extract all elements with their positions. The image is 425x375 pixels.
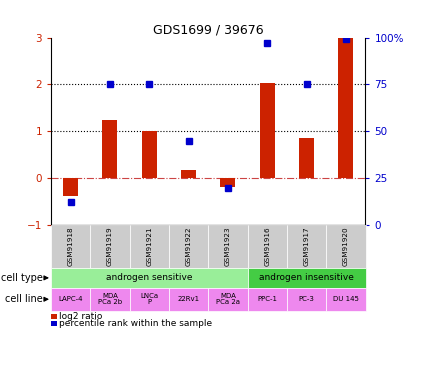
Text: GSM91920: GSM91920 bbox=[343, 227, 349, 266]
Bar bbox=[51, 288, 90, 311]
Bar bbox=[287, 288, 326, 311]
Bar bbox=[208, 288, 247, 311]
Bar bbox=[51, 321, 57, 326]
Text: androgen insensitive: androgen insensitive bbox=[259, 273, 354, 282]
Bar bbox=[299, 138, 314, 178]
Text: GSM91918: GSM91918 bbox=[68, 227, 74, 266]
Bar bbox=[51, 314, 57, 319]
Text: GSM91916: GSM91916 bbox=[264, 227, 270, 266]
Text: log2 ratio: log2 ratio bbox=[59, 312, 102, 321]
Bar bbox=[287, 225, 326, 268]
Text: GSM91917: GSM91917 bbox=[303, 227, 309, 266]
Text: androgen sensitive: androgen sensitive bbox=[106, 273, 193, 282]
Bar bbox=[142, 131, 157, 178]
Bar bbox=[247, 225, 287, 268]
Bar bbox=[63, 178, 78, 196]
Text: cell line: cell line bbox=[5, 294, 42, 304]
Bar bbox=[90, 288, 130, 311]
Bar bbox=[102, 120, 117, 178]
Bar bbox=[208, 225, 247, 268]
Text: LNCa
P: LNCa P bbox=[140, 293, 159, 306]
Bar bbox=[247, 268, 366, 288]
Bar bbox=[51, 225, 90, 268]
Bar bbox=[51, 268, 247, 288]
Bar bbox=[247, 288, 287, 311]
Bar bbox=[326, 288, 366, 311]
Bar bbox=[130, 225, 169, 268]
Text: MDA
PCa 2b: MDA PCa 2b bbox=[98, 293, 122, 306]
Text: PC-3: PC-3 bbox=[299, 296, 314, 302]
Text: LAPC-4: LAPC-4 bbox=[58, 296, 83, 302]
Title: GDS1699 / 39676: GDS1699 / 39676 bbox=[153, 23, 264, 36]
Bar bbox=[169, 288, 208, 311]
Text: PPC-1: PPC-1 bbox=[257, 296, 277, 302]
Text: DU 145: DU 145 bbox=[333, 296, 359, 302]
Bar bbox=[169, 225, 208, 268]
Bar bbox=[130, 288, 169, 311]
Bar bbox=[181, 170, 196, 178]
Text: 22Rv1: 22Rv1 bbox=[178, 296, 200, 302]
Text: GSM91923: GSM91923 bbox=[225, 227, 231, 266]
Text: percentile rank within the sample: percentile rank within the sample bbox=[59, 318, 212, 328]
Text: GSM91919: GSM91919 bbox=[107, 227, 113, 266]
Bar bbox=[90, 225, 130, 268]
Bar bbox=[260, 84, 275, 178]
Bar bbox=[221, 178, 235, 187]
Bar bbox=[326, 225, 366, 268]
Text: GSM91922: GSM91922 bbox=[186, 227, 192, 266]
Text: GSM91921: GSM91921 bbox=[146, 227, 152, 266]
Bar bbox=[338, 38, 353, 178]
Text: cell type: cell type bbox=[0, 273, 42, 283]
Text: MDA
PCa 2a: MDA PCa 2a bbox=[216, 293, 240, 306]
